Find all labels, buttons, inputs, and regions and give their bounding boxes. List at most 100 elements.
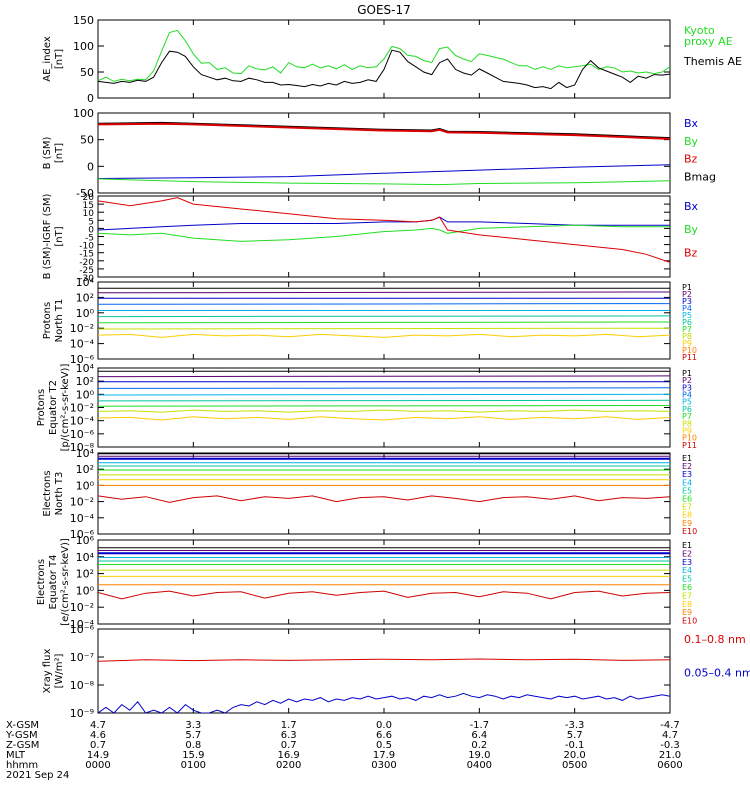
y-tick-label: 10⁻²	[70, 601, 94, 614]
panel-frame	[97, 628, 671, 714]
x-axis-value: 0.7	[90, 740, 106, 751]
y-tick-label: 10⁰	[76, 307, 95, 320]
legend-entry: E2	[682, 462, 692, 471]
y-tick-label: 10⁰	[76, 388, 95, 401]
legend-entry: E2	[682, 549, 692, 558]
series-line-bz	[98, 122, 670, 140]
x-axis-row-label: X-GSM	[6, 720, 39, 731]
legend-entry: P10	[682, 434, 697, 443]
legend-entry: E9	[682, 519, 692, 528]
legend-entry: P7	[682, 412, 692, 421]
y-tick-label: 10⁴	[76, 362, 95, 375]
y-tick-label: 10⁻²	[70, 402, 94, 415]
x-axis-value: 0500	[562, 760, 587, 771]
x-axis-value: 0100	[181, 760, 206, 771]
x-axis-value: 19.0	[468, 750, 490, 761]
y-tick-label: 10⁰	[76, 479, 95, 492]
series-line-by	[98, 178, 670, 186]
series-group	[98, 29, 670, 90]
y-tick-label: 10	[83, 209, 95, 219]
x-axis-value: 0000	[85, 760, 110, 771]
series-line-p6	[98, 399, 670, 402]
y-axis-label: Protons	[36, 389, 47, 426]
legend-entry: E1	[682, 454, 692, 463]
x-axis-value: 0600	[657, 760, 682, 771]
legend-entry: E1	[682, 541, 692, 550]
x-axis-row-label: Y-GSM	[5, 730, 38, 741]
y-tick-label: 10⁰	[76, 584, 95, 597]
series-line-p5	[98, 393, 670, 396]
series-group	[98, 287, 670, 338]
y-axis-label: Electrons	[36, 559, 47, 605]
y-tick-label: 10²	[76, 375, 94, 388]
legend-entry: E4	[682, 478, 692, 487]
chart-title: GOES-17	[357, 3, 411, 17]
series-group	[98, 370, 670, 421]
legend-entry: E7	[682, 503, 692, 512]
legend-entry: E3	[682, 470, 692, 479]
series-line-p8	[98, 409, 670, 413]
y-tick-label: 50	[80, 66, 94, 79]
x-axis-value: 0.5	[376, 740, 392, 751]
series-line-themis-ae	[98, 49, 670, 90]
panel-7: 10⁻⁴ 10⁻² 10⁰ 10² 10⁴ 10⁶ Electrons Equator T4[…	[36, 534, 697, 631]
y-tick-label: 10²	[76, 463, 94, 476]
x-axis-value: 6.3	[281, 730, 297, 741]
y-axis-label: Equator T2	[48, 380, 59, 435]
legend-entry: P3	[682, 297, 692, 306]
y-axis-label: [nT]	[54, 143, 65, 163]
legend-entry: P5	[682, 398, 692, 407]
legend-entry: E8	[682, 600, 692, 609]
y-axis-label: B (SM)-IGRF (SM)	[42, 194, 53, 280]
legend-entry: Bx	[684, 117, 699, 130]
y-tick-label: -30	[79, 274, 94, 284]
series-line-p7	[98, 321, 670, 324]
legend-entry: P2	[682, 376, 692, 385]
legend-entry: Kyoto	[684, 24, 715, 37]
legend-entry: P4	[682, 304, 692, 313]
series-group	[98, 121, 670, 186]
x-axis-row-label: hhmm	[6, 760, 38, 771]
legend-entry: E10	[682, 617, 697, 626]
series-line-by	[98, 224, 670, 242]
legend-entry: P2	[682, 290, 692, 299]
y-tick-label: 10⁻⁴	[70, 338, 95, 351]
x-axis-value: 0200	[276, 760, 301, 771]
date-label: 2021 Sep 24	[6, 770, 69, 781]
legend-entry: P1	[682, 283, 692, 292]
y-axis-label: [W/m²]	[54, 653, 65, 688]
x-axis-value: 20.0	[564, 750, 586, 761]
y-tick-label: 10⁻⁶	[70, 353, 95, 366]
legend-entry: Bmag	[684, 170, 716, 183]
legend-entry: E10	[682, 527, 697, 536]
y-axis-label: Electrons	[42, 470, 53, 516]
x-axis-value: 14.9	[87, 750, 109, 761]
series-group	[98, 547, 670, 600]
y-tick-label: 10⁻⁷	[70, 651, 94, 664]
y-axis-label: AE_index	[42, 36, 53, 82]
series-line-e10	[98, 495, 670, 503]
y-tick-label: 10⁻⁴	[70, 415, 95, 428]
x-axis-value: 6.6	[376, 730, 392, 741]
series-line-bx	[98, 164, 670, 179]
legend-entry: P11	[682, 353, 697, 362]
legend-entry: P9	[682, 426, 692, 435]
x-axis-value: -1.7	[470, 720, 490, 731]
panel-frame	[97, 452, 671, 535]
legend-entry: P10	[682, 346, 697, 355]
y-axis-label: [nT]	[54, 226, 65, 246]
x-axis-value: 5.7	[185, 730, 201, 741]
y-tick-label: 10⁻⁸	[70, 441, 95, 454]
legend-entry: Bz	[684, 153, 698, 166]
y-tick-label: 5	[88, 217, 94, 227]
panel-6: 10⁻⁶ 10⁻⁴ 10⁻² 10⁰ 10² 10⁴ Electrons North T3 E1…	[42, 447, 697, 541]
y-tick-label: 0	[88, 225, 94, 235]
legend-entry: P6	[682, 318, 692, 327]
y-tick-label: 0	[87, 92, 94, 105]
y-tick-label: 100	[73, 40, 94, 53]
series-line-p7	[98, 405, 670, 407]
x-axis-value: 5.7	[567, 730, 583, 741]
series-line-bx	[98, 216, 670, 231]
x-axis-value: 0.0	[376, 720, 392, 731]
